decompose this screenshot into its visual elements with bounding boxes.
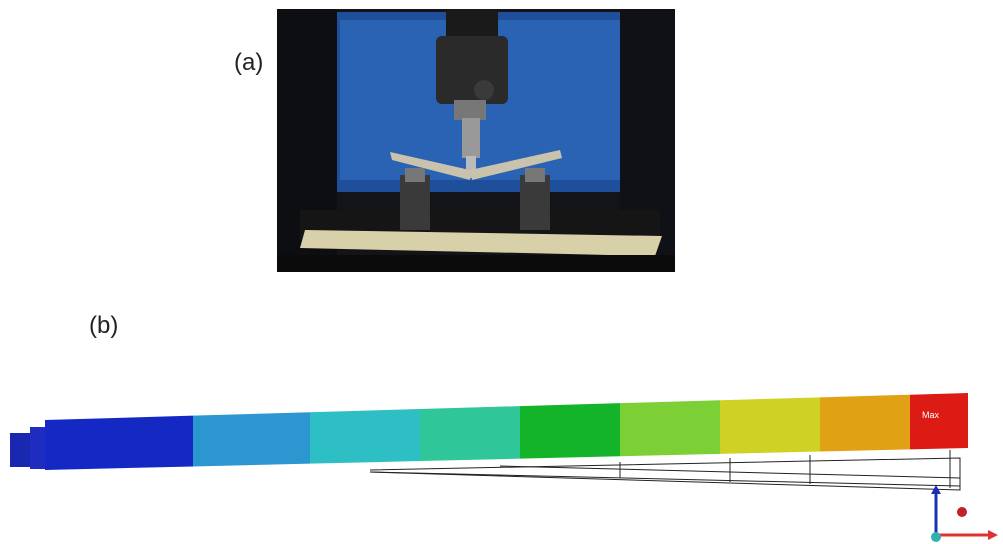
contour-band bbox=[310, 409, 420, 464]
max-label: Max bbox=[922, 410, 940, 420]
fe-model bbox=[10, 393, 998, 542]
contour-band bbox=[720, 397, 820, 454]
contour-band bbox=[820, 395, 910, 452]
panel-label: (a) bbox=[234, 49, 263, 76]
figure: (a) (b) bbox=[0, 0, 1003, 544]
contour-band bbox=[520, 403, 620, 458]
axis-y bbox=[957, 507, 967, 517]
contour-band bbox=[910, 393, 968, 449]
contour-band bbox=[45, 416, 193, 470]
panel-label: (b) bbox=[89, 312, 118, 339]
contour-band bbox=[420, 406, 520, 461]
contour-band bbox=[620, 400, 720, 456]
contour-band bbox=[193, 412, 310, 466]
photo bbox=[277, 9, 675, 272]
